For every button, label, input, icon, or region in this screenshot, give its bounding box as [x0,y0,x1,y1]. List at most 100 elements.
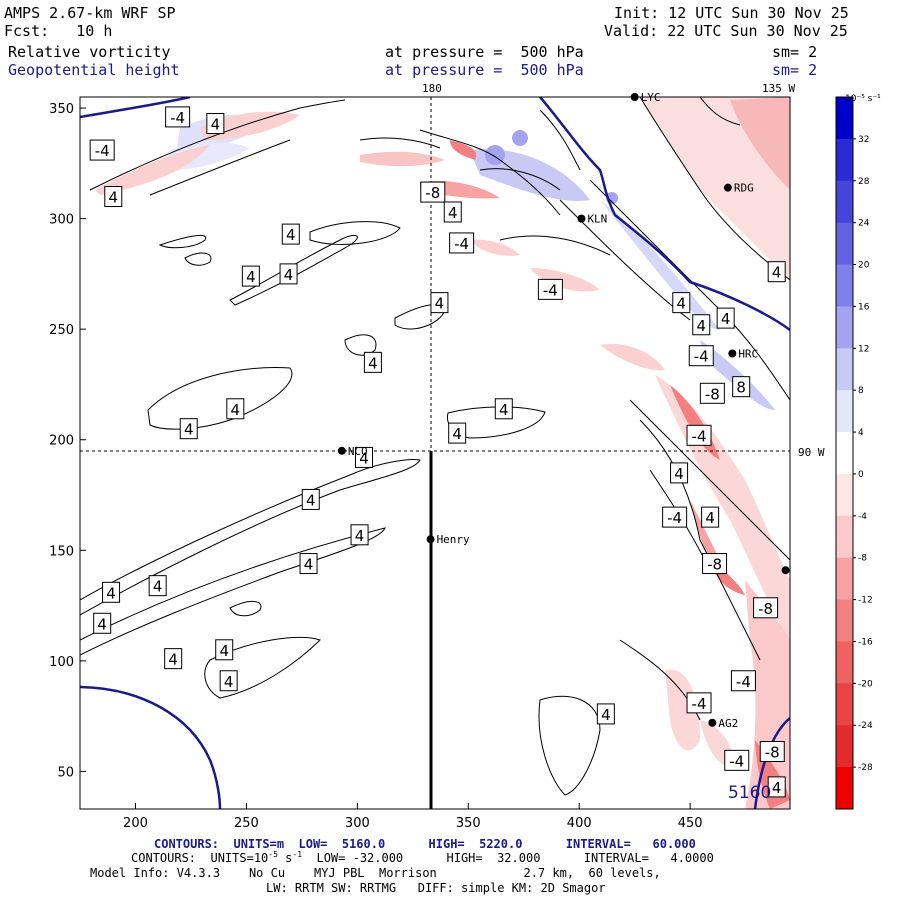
contour-label: -4 [692,427,707,445]
contour-label: 4 [499,401,509,419]
y-tick-label: 100 [49,655,74,670]
contour-label: 4 [97,615,107,633]
x-tick-label: 200 [123,816,148,831]
colorbar-swatch [836,264,853,307]
contour-info-height: CONTOURS: UNITS=m LOW= 5160.0 HIGH= 5220… [154,837,696,851]
station-marker [577,214,586,223]
model-info: Model Info: V4.3.3 No Cu MYJ PBL Morriso… [90,866,661,880]
x-tick-label: 250 [234,816,259,831]
contour-label-box [753,597,779,619]
contour-label: 4 [286,226,296,244]
contour-label-box [699,382,725,404]
y-tick-label: 150 [49,544,74,559]
x-tick-label: 400 [567,816,592,831]
colorbar-tick-label: 0 [858,470,864,480]
contour-label-box [164,648,183,670]
colorbar-swatch [836,599,853,642]
contour-label-box [215,639,234,661]
colorbar-tick-label: 4 [858,428,864,438]
valid-time: Valid: 22 UTC Sun 30 Nov 25 [604,22,848,40]
contour-label-box [241,265,260,287]
colorbar-tick-label: 12 [858,344,869,354]
station-marker [426,535,435,544]
station-marker [337,446,346,455]
contour-label-box [104,186,123,208]
contour-label: 4 [677,295,687,313]
colorbar-unit: 10⁻⁵ s⁻¹ [845,94,881,104]
colorbar-tick-label: -28 [858,763,873,773]
station-label: Henry [437,533,470,546]
contour-label-box [443,201,462,223]
contour-label: 4 [224,673,234,691]
colorbar-frame [835,96,854,810]
contour-label-box [179,418,198,440]
contour-label: -8 [425,184,440,202]
station-marker [781,566,790,575]
contour-label: -4 [729,752,744,770]
contour-label-box [279,263,298,285]
contour-label-box [702,553,728,575]
contour-label: 4 [452,425,462,443]
contour-label-box [301,488,320,510]
contour-label-box [299,553,318,575]
colorbar-swatch [836,767,853,810]
field2-name: Geopotential height [8,61,180,79]
contour-info-vorticity: CONTOURS: UNITS=10-5 s-1 LOW= -32.000 HI… [131,851,714,866]
contour-label-box [701,506,720,528]
contour-label: 4 [355,527,365,545]
contour-label: 4 [246,268,256,286]
colorbar-tick-label: 24 [858,219,870,229]
y-tick-label: 50 [57,765,74,780]
station-label: KLN [587,213,607,226]
station-marker [723,183,732,192]
contour-label: 4 [109,189,119,207]
contour-label: 4 [705,509,715,527]
contour-label-box [102,581,121,603]
field2-smoothing: sm= 2 [772,61,818,79]
forecast-hour: Fcst: 10 h [4,22,113,40]
contour-label-box [692,314,711,336]
colorbar-swatch [836,138,853,182]
colorbar-tick-label: -16 [858,637,873,647]
x-tick-label: 450 [678,816,703,831]
contour-label: 4 [368,354,378,372]
contour-label-box [93,612,112,634]
colorbar-swatch [836,557,853,601]
contour-label-box [281,223,300,245]
contour-label-box [363,351,382,373]
contour-label-box [449,232,475,254]
colorbar-swatch [836,306,853,349]
contour-label-box [672,292,691,314]
contour-label-box [688,345,714,367]
x-tick-label: 300 [345,816,370,831]
contour-label-box [767,261,786,283]
y-tick-label: 250 [49,323,74,338]
contour-label-box [732,376,751,398]
contour-label-box [662,506,688,528]
contour-label: 4 [231,401,241,419]
contour-label-box [716,307,735,329]
meridian-label-90w: 90 W [798,446,825,459]
station-marker [708,718,717,727]
contour-label-box [165,106,191,128]
contour-label: -8 [705,385,720,403]
colorbar-tick-label: 20 [858,261,870,271]
contour-label: 4 [106,584,116,602]
colorbar-tick-label: -12 [858,596,873,606]
contour-label: -8 [707,556,722,574]
contour-label-box [686,692,712,714]
contour-label-box [350,524,369,546]
station-marker [728,349,737,358]
colorbar: 32 28 24 20 16 12 8 4 0 -4 -8 -12 -16 -20 -24 -28 [835,96,873,810]
colorbar-tick-label: -8 [858,554,867,564]
y-tick-label: 200 [49,434,74,449]
contour-label: -4 [694,348,709,366]
colorbar-tick-label: -24 [858,721,873,731]
station-label: HRC [738,347,758,360]
colorbar-tick-label: -20 [858,679,873,689]
contour-label-box [494,398,513,420]
contour2-mid: s [277,851,293,865]
vorticity-shading [95,97,790,809]
field1-level: at pressure = 500 hPa [385,43,584,61]
